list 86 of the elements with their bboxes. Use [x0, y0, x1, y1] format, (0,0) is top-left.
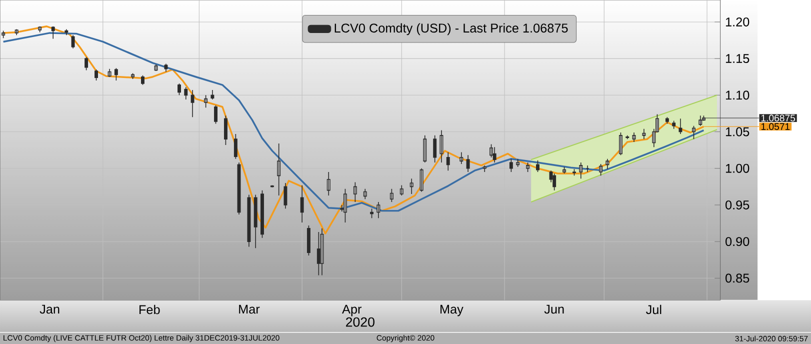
candlestick — [277, 143, 281, 196]
candlestick — [284, 182, 288, 209]
candlestick — [260, 190, 264, 238]
candlestick — [698, 115, 702, 126]
candlestick — [482, 164, 486, 172]
candlestick — [190, 90, 194, 118]
annotation: 1.06875 — [761, 114, 796, 122]
candlestick — [363, 188, 367, 200]
candlestick — [433, 134, 437, 163]
candlestick — [376, 202, 380, 218]
candlestick — [343, 188, 347, 223]
y-tick-label: 1.05 — [726, 127, 750, 136]
x-axis-title: 2020 — [346, 317, 374, 327]
candlestick — [51, 26, 55, 40]
candlestick — [316, 232, 320, 276]
candlestick — [526, 162, 530, 172]
candlestick — [420, 168, 424, 192]
candlestick — [423, 134, 427, 163]
candlestick — [71, 34, 75, 49]
y-tick-label: 1.00 — [726, 164, 750, 173]
candlestick — [440, 130, 444, 163]
legend-label: LCV0 Comdty (USD) - Last Price 1.06875 — [334, 23, 568, 36]
candlestick — [446, 152, 450, 171]
candlestick — [164, 63, 168, 72]
candlestick — [618, 132, 622, 156]
candlestick — [204, 94, 208, 108]
candlestick — [466, 154, 470, 172]
candlestick — [642, 128, 646, 140]
candlestick — [586, 164, 590, 172]
candlestick — [84, 56, 88, 71]
y-tick-label: 1.20 — [726, 17, 750, 26]
candlestick — [131, 72, 135, 80]
candlestick — [692, 125, 696, 140]
y-tick-label: 0.90 — [726, 237, 750, 246]
x-tick-label: May — [440, 304, 464, 316]
candlestick — [94, 69, 98, 81]
annotation: 1.0571 — [761, 123, 790, 130]
candlestick — [536, 160, 540, 172]
candlestick — [516, 158, 520, 168]
candlestick — [552, 173, 556, 191]
candlestick — [353, 182, 357, 202]
candlestick — [672, 120, 676, 130]
candlestick — [210, 90, 214, 100]
x-tick-label: Jul — [646, 304, 662, 314]
candlestick — [665, 116, 669, 124]
candlestick — [141, 74, 144, 86]
candlestick — [492, 146, 496, 163]
y-tick-label: 0.95 — [726, 200, 750, 210]
candlestick — [390, 188, 394, 202]
candlestick — [579, 162, 583, 179]
candlestick — [64, 28, 68, 36]
candlestick — [326, 172, 330, 196]
candlestick — [270, 184, 274, 188]
candlestick — [184, 86, 188, 100]
x-tick-label: Jun — [544, 304, 564, 314]
candlestick — [460, 152, 464, 164]
y-tick-label: 0.85 — [726, 274, 750, 283]
candlestick — [108, 68, 112, 78]
candlestick — [300, 184, 304, 223]
candlestick — [247, 194, 251, 248]
y-tick-label: 1.15 — [726, 54, 750, 63]
x-tick-label: Apr — [342, 304, 362, 316]
candlestick — [562, 166, 566, 174]
candlestick — [632, 132, 636, 142]
candlestick — [2, 30, 6, 38]
candlestick — [306, 225, 310, 256]
candlestick — [38, 26, 42, 33]
x-tick-label: Mar — [239, 304, 260, 314]
candlestick — [224, 115, 228, 146]
candlestick — [572, 168, 576, 176]
x-tick-label: Feb — [140, 304, 160, 314]
candlestick — [509, 158, 513, 172]
candlestick — [370, 208, 374, 218]
candlestick — [114, 68, 118, 81]
candlestick — [678, 118, 682, 134]
candlestick — [214, 104, 218, 124]
candlestick — [606, 158, 610, 170]
candlestick — [410, 178, 414, 194]
candlestick — [234, 134, 238, 160]
y-tick-label: 1.10 — [726, 90, 750, 100]
candlestick — [400, 184, 404, 196]
candlestick — [254, 194, 258, 248]
candlestick — [599, 164, 603, 176]
x-tick-label: Jan — [40, 304, 60, 314]
candlestick — [178, 82, 181, 96]
candlestick — [14, 28, 18, 36]
